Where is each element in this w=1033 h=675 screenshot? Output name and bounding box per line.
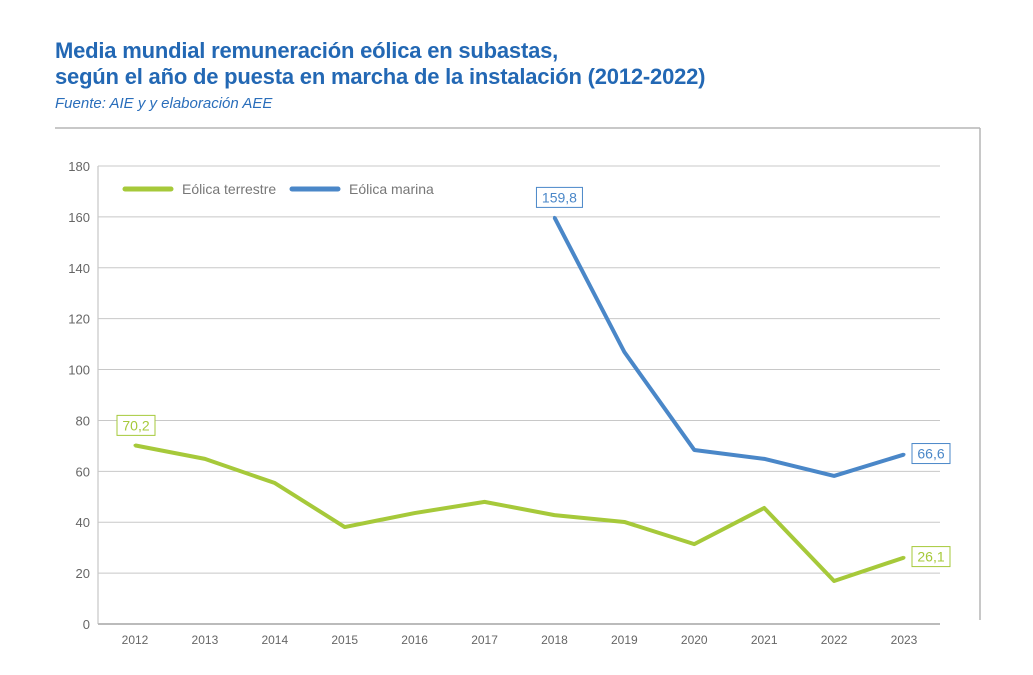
x-tick-label: 2019 (611, 633, 638, 647)
data-point (483, 500, 487, 504)
data-label-box (911, 546, 951, 568)
data-label: 66,6 (917, 446, 944, 462)
series-line-marina (552, 216, 905, 478)
series-line-terrestre (134, 443, 905, 583)
y-tick-label: 180 (68, 159, 90, 174)
data-point (902, 453, 906, 457)
data-point (552, 215, 556, 219)
y-tick-label: 40 (76, 515, 90, 530)
x-tick-label: 2018 (541, 633, 568, 647)
data-label-box (911, 443, 951, 465)
data-point (692, 448, 696, 452)
x-tick-label: 2017 (471, 633, 498, 647)
x-tick-label: 2021 (751, 633, 778, 647)
legend-label: Eólica marina (349, 181, 434, 197)
data-label: 159,8 (542, 189, 577, 205)
data-point (133, 443, 137, 447)
chart-title-line1: Media mundial remuneración eólica en sub… (55, 38, 559, 63)
legend-label: Eólica terrestre (182, 181, 276, 197)
data-point (622, 520, 626, 524)
y-tick-label: 20 (76, 566, 90, 581)
data-point (832, 579, 836, 583)
x-tick-label: 2015 (331, 633, 358, 647)
y-tick-label: 0 (83, 617, 90, 632)
y-tick-label: 60 (76, 464, 90, 479)
data-point (413, 511, 417, 515)
data-point (343, 525, 347, 529)
data-point (832, 474, 836, 478)
chart-title: Media mundial remuneración eólica en sub… (55, 38, 705, 90)
x-tick-label: 2014 (261, 633, 288, 647)
y-tick-label: 100 (68, 363, 90, 378)
chart-source: Fuente: AIE y y elaboración AEE (55, 95, 273, 112)
data-point (902, 556, 906, 560)
x-tick-label: 2020 (681, 633, 708, 647)
x-tick-label: 2012 (122, 633, 149, 647)
y-tick-label: 160 (68, 210, 90, 225)
chart-title-line2: según el año de puesta en marcha de la i… (55, 64, 706, 89)
data-label: 70,2 (122, 417, 149, 433)
data-point (273, 481, 277, 485)
data-label-box (116, 414, 156, 436)
x-tick-label: 2016 (401, 633, 428, 647)
data-point (692, 542, 696, 546)
x-tick-label: 2022 (821, 633, 848, 647)
y-tick-label: 140 (68, 261, 90, 276)
data-point (762, 457, 766, 461)
y-tick-label: 120 (68, 312, 90, 327)
data-label-box (535, 186, 583, 208)
x-tick-label: 2013 (192, 633, 219, 647)
data-point (622, 350, 626, 354)
y-tick-label: 80 (76, 413, 90, 428)
data-point (203, 457, 207, 461)
data-label: 26,1 (917, 549, 944, 565)
data-point (552, 513, 556, 517)
x-tick-label: 2023 (891, 633, 918, 647)
data-point (762, 506, 766, 510)
